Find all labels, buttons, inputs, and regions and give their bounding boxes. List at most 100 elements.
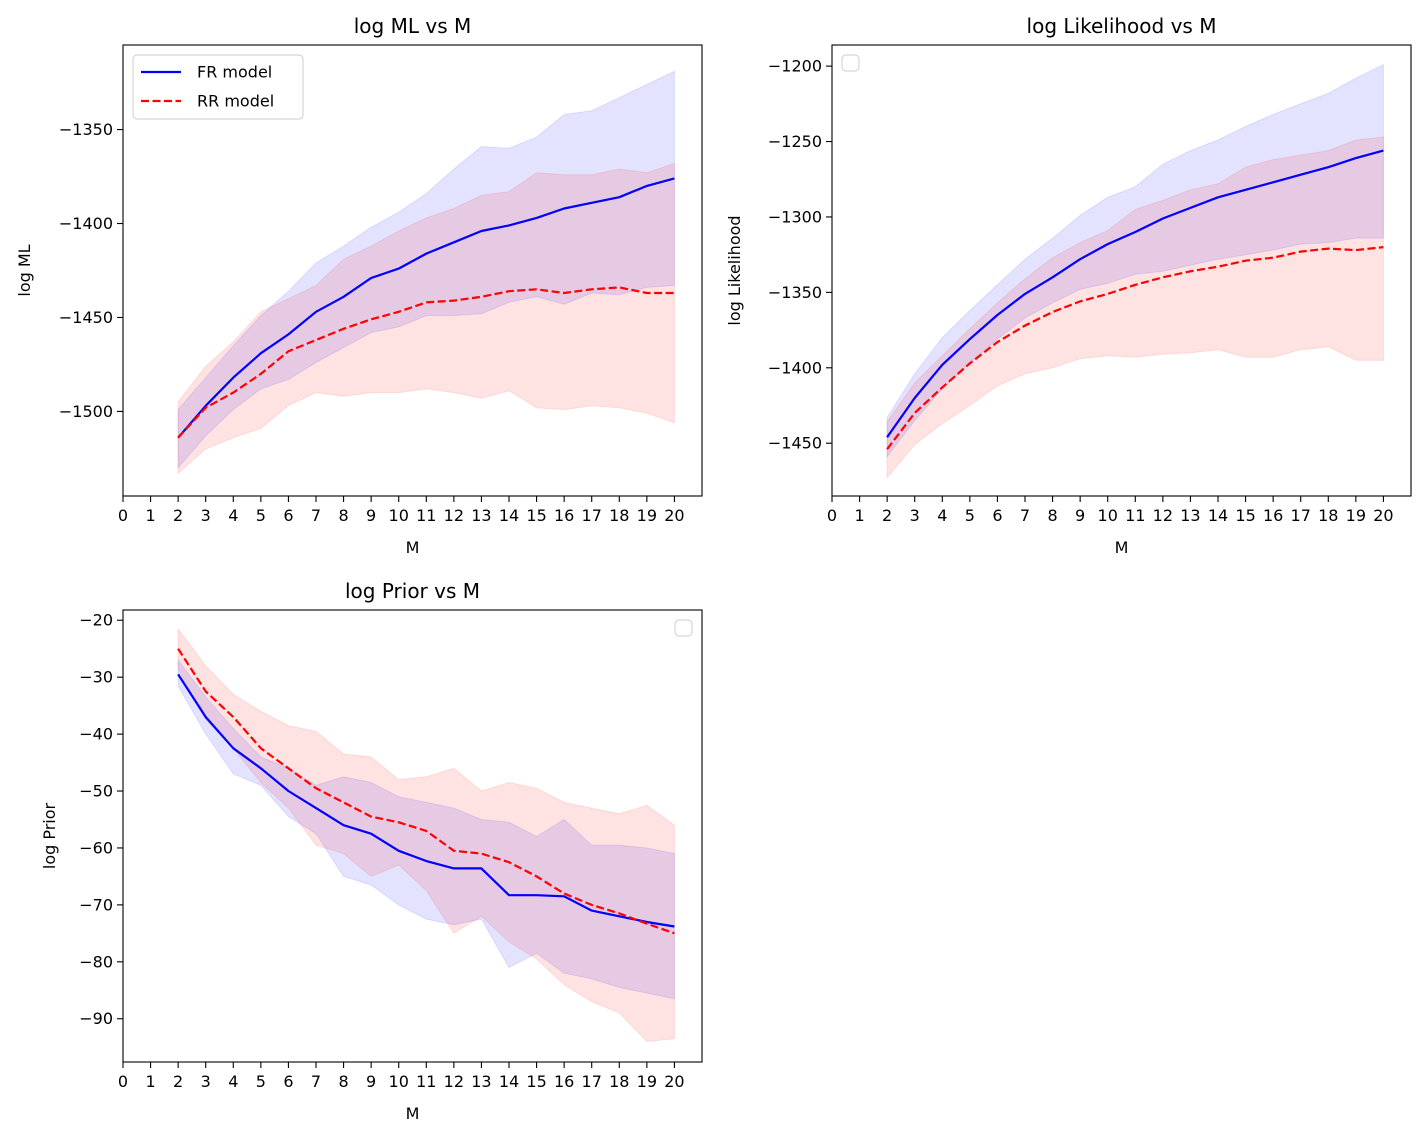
- x-tick-label: 9: [1075, 506, 1085, 525]
- legend-box-empty: [674, 619, 693, 637]
- x-tick-label: 11: [416, 1072, 436, 1091]
- y-tick-label: −1350: [768, 283, 822, 302]
- y-tick-label: −70: [79, 895, 113, 914]
- x-tick-label: 1: [145, 1072, 155, 1091]
- x-tick-label: 3: [910, 506, 920, 525]
- x-tick-label: 2: [173, 506, 183, 525]
- y-tick-label: −60: [79, 838, 113, 857]
- x-tick-label: 12: [1153, 506, 1173, 525]
- y-tick-label: −1300: [768, 207, 822, 226]
- subplot-log-ml: 0 1 2 3 4 5 6 7 8 9 10 11 12 13 14 15 16 17 18 19 20−1350−14…: [15, 14, 703, 557]
- x-tick-label: 13: [471, 1072, 491, 1091]
- band-rr-model: [177, 162, 675, 475]
- x-tick-label: 20: [664, 1072, 684, 1091]
- y-axis-label: log Likelihood: [725, 215, 744, 325]
- x-tick-label: 13: [471, 506, 491, 525]
- x-tick-label: 0: [827, 506, 837, 525]
- y-tick-label: −1350: [59, 120, 113, 139]
- x-tick-label: 19: [637, 506, 657, 525]
- x-tick-label: 17: [1291, 506, 1311, 525]
- band-fr-model: [177, 70, 675, 470]
- x-tick-label: 18: [1318, 506, 1338, 525]
- x-tick-label: 8: [338, 506, 348, 525]
- x-tick-label: 5: [256, 1072, 266, 1091]
- x-tick-label: 19: [1346, 506, 1366, 525]
- legend-label: RR model: [197, 92, 274, 111]
- line-fr-model: [177, 177, 675, 439]
- legend-box-empty: [841, 54, 860, 72]
- band-rr-model: [177, 627, 675, 1043]
- line-fr-model: [886, 149, 1384, 438]
- axes-frame: [831, 44, 1412, 497]
- x-tick-label: 4: [937, 506, 947, 525]
- y-tick-label: −90: [79, 1009, 113, 1028]
- line-rr-model: [177, 648, 675, 935]
- x-tick-label: 12: [444, 506, 464, 525]
- x-tick-label: 8: [338, 1072, 348, 1091]
- y-tick-label: −80: [79, 952, 113, 971]
- band-rr-model: [886, 136, 1384, 480]
- line-rr-model: [177, 286, 675, 439]
- x-tick-label: 7: [311, 1072, 321, 1091]
- x-tick-label: 10: [389, 506, 409, 525]
- x-tick-label: 16: [1263, 506, 1283, 525]
- x-tick-label: 2: [882, 506, 892, 525]
- x-tick-label: 15: [526, 1072, 546, 1091]
- chart-title: log ML vs M: [354, 14, 471, 38]
- x-tick-label: 10: [1098, 506, 1118, 525]
- subplot-log-likelihood: 0 1 2 3 4 5 6 7 8 9 10 11 12 13 14 15 16 17 18 19 20−1200−12…: [725, 14, 1412, 557]
- x-tick-label: 6: [283, 506, 293, 525]
- x-tick-label: 15: [1235, 506, 1255, 525]
- y-tick-label: −1450: [59, 308, 113, 327]
- x-tick-label: 7: [311, 506, 321, 525]
- y-tick-label: −20: [79, 611, 113, 630]
- x-tick-label: 15: [526, 506, 546, 525]
- x-tick-label: 2: [173, 1072, 183, 1091]
- x-tick-label: 18: [609, 506, 629, 525]
- x-tick-label: 17: [582, 506, 602, 525]
- band-fr-model: [177, 658, 675, 1000]
- band-fr-model: [886, 63, 1384, 459]
- x-tick-label: 0: [118, 1072, 128, 1091]
- y-tick-label: −50: [79, 782, 113, 801]
- axes-frame: [122, 44, 703, 497]
- x-tick-label: 4: [228, 1072, 238, 1091]
- y-tick-label: −1500: [59, 402, 113, 421]
- y-axis-label: log ML: [15, 244, 34, 296]
- x-tick-label: 14: [499, 1072, 519, 1091]
- x-tick-label: 3: [201, 506, 211, 525]
- x-tick-label: 16: [554, 506, 574, 525]
- x-axis-label: M: [406, 538, 420, 557]
- x-tick-label: 4: [228, 506, 238, 525]
- x-tick-label: 7: [1020, 506, 1030, 525]
- y-tick-label: −30: [79, 668, 113, 687]
- x-axis-label: M: [1115, 538, 1129, 557]
- x-tick-label: 9: [366, 1072, 376, 1091]
- x-tick-label: 11: [1125, 506, 1145, 525]
- x-tick-label: 20: [1373, 506, 1393, 525]
- x-tick-label: 6: [283, 1072, 293, 1091]
- x-tick-label: 10: [389, 1072, 409, 1091]
- x-tick-label: 16: [554, 1072, 574, 1091]
- chart-title: log Likelihood vs M: [1027, 14, 1217, 38]
- x-tick-label: 9: [366, 506, 376, 525]
- subplot-log-prior: 0 1 2 3 4 5 6 7 8 9 10 11 12 13 14 15 16 17 18 19 20−20−30−4…: [40, 579, 703, 1123]
- x-tick-label: 5: [256, 506, 266, 525]
- axes-frame: [122, 609, 703, 1063]
- x-tick-label: 0: [118, 506, 128, 525]
- y-tick-label: −40: [79, 725, 113, 744]
- x-tick-label: 14: [499, 506, 519, 525]
- x-tick-label: 1: [854, 506, 864, 525]
- y-tick-label: −1250: [768, 132, 822, 151]
- x-tick-label: 20: [664, 506, 684, 525]
- x-tick-label: 11: [416, 506, 436, 525]
- x-tick-label: 17: [582, 1072, 602, 1091]
- x-tick-label: 5: [965, 506, 975, 525]
- x-tick-label: 13: [1180, 506, 1200, 525]
- line-fr-model: [177, 673, 675, 928]
- x-tick-label: 19: [637, 1072, 657, 1091]
- y-tick-label: −1450: [768, 434, 822, 453]
- x-tick-label: 1: [145, 506, 155, 525]
- x-axis-label: M: [406, 1104, 420, 1123]
